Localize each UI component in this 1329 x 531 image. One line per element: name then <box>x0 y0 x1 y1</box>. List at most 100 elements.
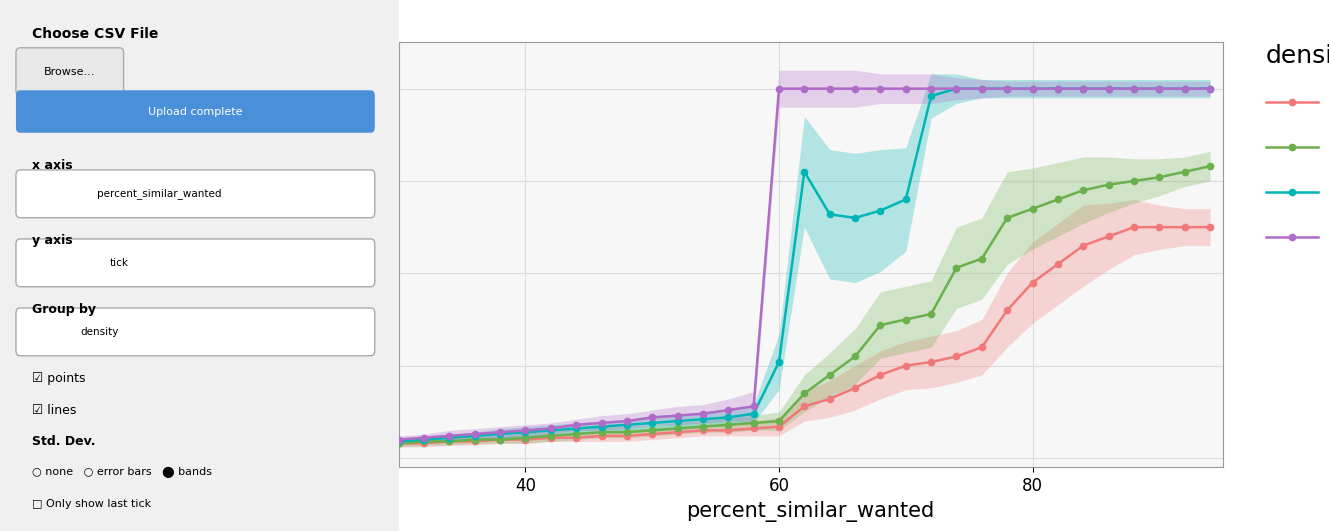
90 <box>1025 85 1041 92</box>
85 <box>492 436 508 443</box>
Line: 85: 85 <box>396 163 1213 447</box>
Text: Upload complete: Upload complete <box>148 107 243 116</box>
95 <box>695 410 711 417</box>
90 <box>999 85 1015 92</box>
95 <box>569 422 585 428</box>
95 <box>1050 85 1066 92</box>
90 <box>872 208 888 214</box>
80 <box>391 440 407 447</box>
85 <box>1075 187 1091 193</box>
85 <box>847 353 863 359</box>
80 <box>517 436 533 443</box>
90 <box>898 196 914 203</box>
85 <box>924 311 940 317</box>
80 <box>720 427 736 433</box>
90 <box>594 423 610 430</box>
80 <box>1050 261 1066 267</box>
95 <box>416 434 432 441</box>
80 <box>1126 224 1142 230</box>
FancyBboxPatch shape <box>16 90 375 133</box>
90 <box>1201 85 1217 92</box>
85 <box>416 438 432 444</box>
80 <box>594 433 610 439</box>
Text: Choose CSV File: Choose CSV File <box>32 27 158 40</box>
90 <box>517 429 533 435</box>
85 <box>594 429 610 435</box>
80 <box>771 423 787 430</box>
Text: Group by: Group by <box>32 303 96 315</box>
90 <box>645 420 661 426</box>
85 <box>619 429 635 435</box>
95 <box>645 414 661 421</box>
80 <box>542 434 558 441</box>
90 <box>821 211 837 217</box>
80 <box>1100 233 1116 239</box>
95 <box>594 420 610 426</box>
95 <box>670 413 686 419</box>
85 <box>872 322 888 328</box>
Line: 95: 95 <box>396 85 1213 443</box>
Y-axis label: tick: tick <box>332 236 352 273</box>
80 <box>847 384 863 391</box>
85 <box>999 215 1015 221</box>
80 <box>569 434 585 441</box>
Text: Browse...: Browse... <box>44 67 96 76</box>
95 <box>542 425 558 432</box>
85 <box>1100 182 1116 188</box>
95 <box>466 431 482 437</box>
85 <box>898 316 914 323</box>
95 <box>999 85 1015 92</box>
Line: 90: 90 <box>396 85 1213 444</box>
95 <box>924 85 940 92</box>
90 <box>771 359 787 365</box>
90 <box>695 416 711 423</box>
95 <box>949 85 965 92</box>
95 <box>1100 85 1116 92</box>
80 <box>1075 243 1091 249</box>
Text: percent_similar_wanted: percent_similar_wanted <box>97 189 222 199</box>
80 <box>1151 224 1167 230</box>
95 <box>1126 85 1142 92</box>
85 <box>1025 205 1041 212</box>
80 <box>441 438 457 444</box>
90 <box>391 438 407 444</box>
95 <box>821 85 837 92</box>
80 <box>1176 224 1192 230</box>
Legend: 80, 85, 90, 95: 80, 85, 90, 95 <box>1267 45 1329 249</box>
FancyBboxPatch shape <box>16 48 124 96</box>
80 <box>670 429 686 435</box>
85 <box>391 440 407 447</box>
Text: ☑ lines: ☑ lines <box>32 404 76 416</box>
Text: ☑ points: ☑ points <box>32 372 85 384</box>
85 <box>1126 178 1142 184</box>
90 <box>796 168 812 175</box>
90 <box>847 215 863 221</box>
80 <box>466 438 482 444</box>
85 <box>771 418 787 424</box>
85 <box>1176 168 1192 175</box>
85 <box>569 431 585 437</box>
90 <box>746 410 762 417</box>
90 <box>924 93 940 99</box>
95 <box>517 427 533 433</box>
90 <box>974 85 990 92</box>
90 <box>1100 85 1116 92</box>
85 <box>1151 174 1167 181</box>
95 <box>1201 85 1217 92</box>
80 <box>898 363 914 369</box>
80 <box>1025 279 1041 286</box>
80 <box>492 436 508 443</box>
90 <box>416 436 432 443</box>
85 <box>720 422 736 428</box>
FancyBboxPatch shape <box>16 308 375 356</box>
Text: density: density <box>81 327 118 337</box>
80 <box>796 403 812 409</box>
90 <box>949 85 965 92</box>
90 <box>542 427 558 433</box>
Text: x axis: x axis <box>32 159 73 172</box>
90 <box>670 418 686 424</box>
90 <box>466 433 482 439</box>
95 <box>771 85 787 92</box>
85 <box>1050 196 1066 203</box>
Text: tick: tick <box>110 258 129 268</box>
